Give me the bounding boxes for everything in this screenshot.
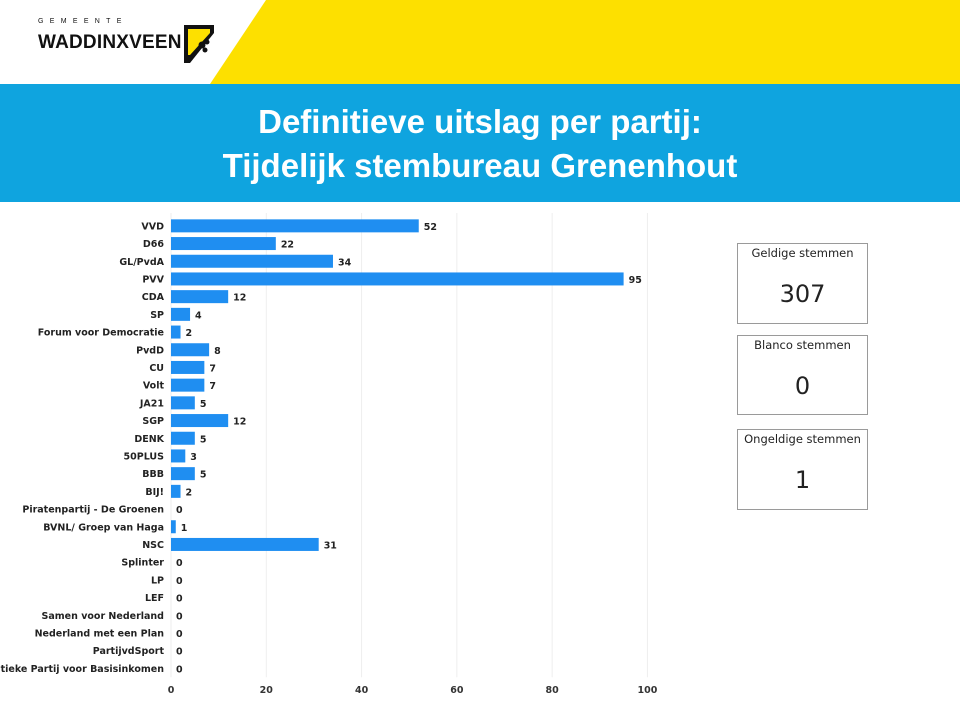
bar: [171, 484, 181, 498]
value-label: 12: [233, 293, 246, 304]
category-label: BVNL/ Groep van Haga: [43, 522, 164, 533]
value-label: 0: [176, 558, 183, 569]
x-tick-label: 20: [260, 685, 274, 696]
category-label: CDA: [142, 292, 165, 303]
invalid-votes-card: Ongeldige stemmen 1: [737, 429, 868, 510]
category-label: CU: [149, 363, 164, 374]
value-label: 2: [186, 487, 193, 498]
logo-name: WADDINXVEEN: [38, 32, 182, 53]
category-label: Piratenpartij - De Groenen: [22, 505, 164, 516]
bar: [171, 431, 195, 445]
category-label: 50PLUS: [124, 451, 165, 462]
bar: [171, 414, 229, 428]
value-label: 34: [338, 257, 352, 268]
category-label: PartijvdSport: [93, 646, 165, 657]
value-label: 8: [214, 346, 221, 357]
value-label: 22: [281, 240, 294, 251]
title-banner: [0, 84, 960, 202]
value-label: 0: [176, 611, 183, 622]
value-label: 4: [195, 310, 202, 321]
category-label: PvdD: [136, 345, 164, 356]
value-label: 3: [190, 452, 197, 463]
municipality-logo: GEMEENTE WADDINXVEEN: [38, 18, 218, 68]
value-label: 0: [176, 576, 183, 587]
bar: [171, 325, 181, 339]
bar: [171, 343, 210, 357]
page-title-line-1: Definitieve uitslag per partij:: [258, 103, 702, 140]
blank-votes-card: Blanco stemmen 0: [737, 335, 868, 415]
value-label: 0: [176, 594, 183, 605]
category-label: D66: [143, 239, 164, 250]
category-label: Nederland met een Plan: [35, 628, 165, 639]
valid-votes-value: 307: [779, 280, 826, 308]
category-label: BBB: [142, 469, 164, 480]
x-tick-label: 80: [546, 685, 560, 696]
blank-votes-label: Blanco stemmen: [754, 338, 851, 352]
bar: [171, 537, 319, 551]
category-label: GL/PvdA: [119, 257, 164, 268]
party-results-bar-chart: 020406080100120140VVD52D6622GL/PvdA34PVV…: [0, 213, 658, 696]
invalid-votes-value: 1: [794, 466, 811, 494]
logo-subtitle: GEMEENTE: [38, 18, 128, 25]
category-label: Splinter: [121, 558, 164, 569]
category-label: Samen voor Nederland: [42, 611, 164, 622]
category-label: SGP: [142, 416, 164, 427]
value-label: 2: [186, 328, 193, 339]
bar: [171, 272, 624, 286]
category-label: SP: [150, 310, 164, 321]
value-label: 1: [181, 523, 188, 534]
value-label: 0: [176, 629, 183, 640]
category-label: DENK: [134, 434, 164, 445]
bar: [171, 396, 195, 410]
blank-votes-value: 0: [794, 372, 811, 400]
bar: [171, 467, 195, 481]
bar: [171, 449, 186, 463]
bar: [171, 307, 191, 321]
category-label: LEF: [145, 593, 164, 604]
category-label: VVD: [141, 221, 164, 232]
x-tick-label: 40: [355, 685, 369, 696]
x-tick-label: 60: [450, 685, 464, 696]
category-label: BIJ!: [145, 487, 164, 498]
bar: [171, 254, 333, 268]
yellow-banner: [210, 0, 960, 84]
value-label: 5: [200, 399, 207, 410]
value-label: 0: [176, 647, 183, 658]
category-label: Volt: [143, 381, 165, 392]
value-label: 0: [176, 505, 183, 516]
category-label: JA21: [139, 398, 164, 409]
valid-votes-label: Geldige stemmen: [751, 246, 854, 260]
invalid-votes-label: Ongeldige stemmen: [744, 432, 861, 446]
value-label: 95: [629, 275, 642, 286]
category-label: PVV: [142, 274, 164, 285]
value-label: 7: [209, 363, 216, 374]
x-tick-label: 0: [168, 685, 175, 696]
page-title-line-2: Tijdelijk stembureau Grenenhout: [222, 147, 738, 184]
crest-icon: [184, 25, 214, 63]
category-label: LP: [151, 575, 164, 586]
value-label: 12: [233, 417, 246, 428]
value-label: 7: [209, 381, 216, 392]
valid-votes-card: Geldige stemmen 307: [737, 243, 868, 324]
category-label: NSC: [142, 540, 164, 551]
header-bar: GEMEENTE WADDINXVEEN: [0, 0, 960, 84]
bar: [171, 360, 205, 374]
bar: [171, 290, 229, 304]
bar: [171, 237, 276, 251]
value-label: 0: [176, 664, 183, 675]
value-label: 52: [424, 222, 437, 233]
value-label: 5: [200, 434, 207, 445]
bar: [171, 378, 205, 392]
value-label: 31: [324, 540, 337, 551]
category-label: Politieke Partij voor Basisinkomen: [0, 664, 164, 675]
category-label: Forum voor Democratie: [38, 328, 164, 339]
value-label: 5: [200, 470, 207, 481]
bar: [171, 520, 176, 534]
bar: [171, 219, 419, 233]
x-tick-label: 100: [638, 685, 658, 696]
